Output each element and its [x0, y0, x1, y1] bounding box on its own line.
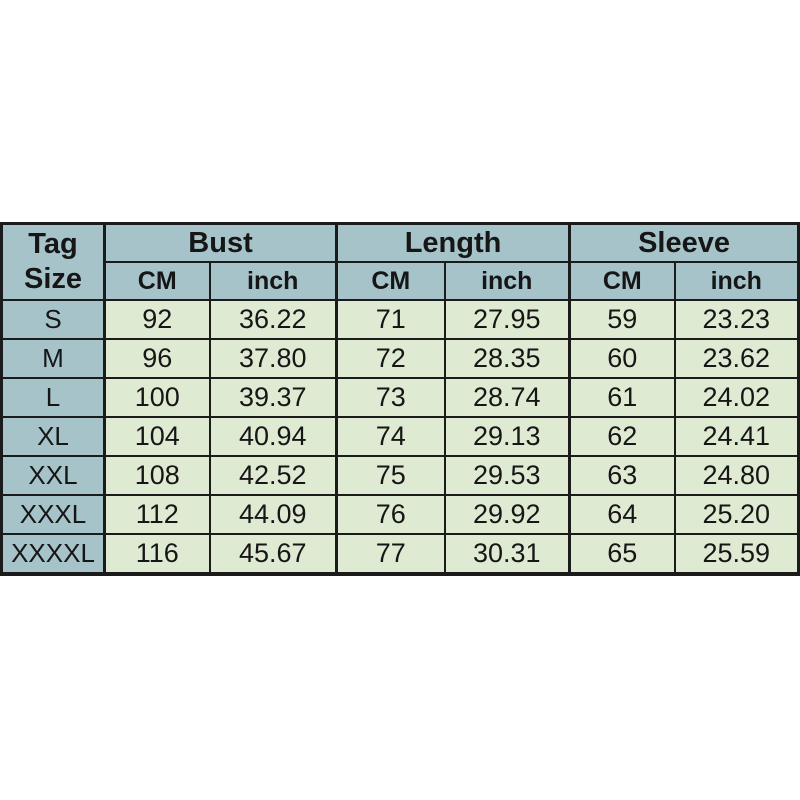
sleeve-cm-cell: 62 [568, 416, 676, 457]
table-row: XXL 108 42.52 75 29.53 63 24.80 [0, 455, 800, 496]
sleeve-inch-cell: 23.62 [673, 338, 800, 379]
length-inch-cell: 30.31 [443, 533, 571, 575]
size-chart-table: Tag Size Bust Length Sleeve CM inch CM i… [0, 222, 800, 576]
sleeve-inch-cell: 23.23 [673, 299, 800, 340]
length-cm-cell: 74 [335, 416, 446, 457]
bust-inch-cell: 39.37 [208, 377, 338, 418]
unit-header-sleeve-cm: CM [568, 261, 676, 301]
size-label-cell: L [0, 377, 106, 418]
sleeve-inch-cell: 25.59 [673, 533, 800, 575]
length-inch-cell: 29.53 [443, 455, 571, 496]
group-header-sleeve: Sleeve [568, 222, 800, 263]
sleeve-cm-cell: 65 [568, 533, 676, 575]
bust-inch-cell: 40.94 [208, 416, 338, 457]
size-label-cell: XXXXL [0, 533, 106, 575]
bust-inch-cell: 44.09 [208, 494, 338, 535]
bust-cm-cell: 116 [103, 533, 211, 575]
length-cm-cell: 71 [335, 299, 446, 340]
length-cm-cell: 72 [335, 338, 446, 379]
unit-header-sleeve-inch: inch [673, 261, 800, 301]
size-label-cell: M [0, 338, 106, 379]
sleeve-inch-cell: 25.20 [673, 494, 800, 535]
length-cm-cell: 73 [335, 377, 446, 418]
table-row: XXXXL 116 45.67 77 30.31 65 25.59 [0, 533, 800, 575]
bust-inch-cell: 45.67 [208, 533, 338, 575]
length-cm-cell: 76 [335, 494, 446, 535]
bust-cm-cell: 108 [103, 455, 211, 496]
bust-cm-cell: 104 [103, 416, 211, 457]
bust-inch-cell: 36.22 [208, 299, 338, 340]
bust-cm-cell: 100 [103, 377, 211, 418]
sleeve-inch-cell: 24.80 [673, 455, 800, 496]
unit-header-length-cm: CM [335, 261, 446, 301]
bust-inch-cell: 37.80 [208, 338, 338, 379]
corner-header-line2: Size [23, 263, 83, 295]
table-row: M 96 37.80 72 28.35 60 23.62 [0, 338, 800, 379]
sleeve-inch-cell: 24.02 [673, 377, 800, 418]
unit-header-bust-inch: inch [208, 261, 338, 301]
table-row: S 92 36.22 71 27.95 59 23.23 [0, 299, 800, 340]
length-inch-cell: 28.74 [443, 377, 571, 418]
size-label-cell: XL [0, 416, 106, 457]
bust-cm-cell: 96 [103, 338, 211, 379]
size-label-cell: XXL [0, 455, 106, 496]
table-row: XXXL 112 44.09 76 29.92 64 25.20 [0, 494, 800, 535]
length-inch-cell: 28.35 [443, 338, 571, 379]
bust-cm-cell: 92 [103, 299, 211, 340]
sleeve-inch-cell: 24.41 [673, 416, 800, 457]
sleeve-cm-cell: 59 [568, 299, 676, 340]
length-inch-cell: 29.13 [443, 416, 571, 457]
length-inch-cell: 27.95 [443, 299, 571, 340]
sleeve-cm-cell: 63 [568, 455, 676, 496]
length-cm-cell: 77 [335, 533, 446, 575]
group-header-length: Length [335, 222, 571, 263]
table-row: XL 104 40.94 74 29.13 62 24.41 [0, 416, 800, 457]
size-label-cell: S [0, 299, 106, 340]
sleeve-cm-cell: 61 [568, 377, 676, 418]
group-header-bust: Bust [102, 222, 338, 263]
sleeve-cm-cell: 64 [568, 494, 676, 535]
size-label-cell: XXXL [0, 494, 106, 535]
sleeve-cm-cell: 60 [568, 338, 676, 379]
length-cm-cell: 75 [335, 455, 446, 496]
table-row: L 100 39.37 73 28.74 61 24.02 [0, 377, 800, 418]
bust-cm-cell: 112 [103, 494, 211, 535]
bust-inch-cell: 42.52 [208, 455, 338, 496]
corner-header-line1: Tag [28, 227, 78, 260]
group-header-row: Tag Size Bust Length Sleeve [0, 222, 800, 301]
unit-header-bust-cm: CM [103, 261, 211, 301]
unit-header-length-inch: inch [443, 261, 571, 301]
unit-header-row: CM inch CM inch CM inch [2, 261, 800, 301]
length-inch-cell: 29.92 [443, 494, 571, 535]
corner-header-cell: Tag Size [0, 222, 106, 301]
